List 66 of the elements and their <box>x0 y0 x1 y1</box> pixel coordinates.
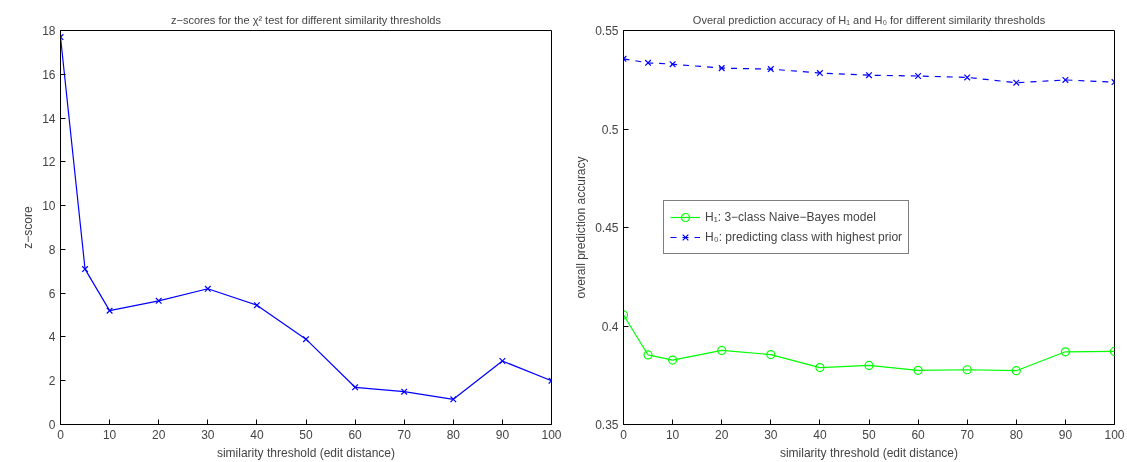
y-tick-label: 10 <box>42 199 56 214</box>
y-tick-label: 0.35 <box>595 418 619 432</box>
y-tick-label: 4 <box>48 330 56 345</box>
x-tick-label: 40 <box>250 427 264 442</box>
point <box>644 59 652 67</box>
y-tick-label: 0.4 <box>601 319 619 334</box>
point <box>1061 76 1069 84</box>
point <box>865 71 873 79</box>
y-tick-label: 0.55 <box>595 24 619 38</box>
x-tick-label: 100 <box>1104 427 1125 442</box>
x-tick-label: 90 <box>1058 427 1073 442</box>
x-tick-label: 70 <box>397 427 412 442</box>
point <box>767 65 775 73</box>
y-tick-label: 12 <box>42 155 56 170</box>
y-axis-title: z−score <box>21 206 36 249</box>
legend-label: H₁: 3−class Naive−Bayes model <box>705 210 876 224</box>
point <box>963 73 971 81</box>
point <box>815 362 825 373</box>
chart-title: z−scores for the χ² test for different similarity thresholds <box>171 13 442 26</box>
point <box>302 335 310 343</box>
chart-title: Overal prediction accuracy of H₁ and H₀ for different similarity thresholds <box>692 13 1046 26</box>
point <box>668 355 678 365</box>
point <box>669 60 677 68</box>
x-tick-label: 80 <box>1009 427 1024 442</box>
x-tick-label: 70 <box>960 427 975 442</box>
x-tick-label: 50 <box>299 427 313 442</box>
x-tick-label: 20 <box>152 427 166 442</box>
x-tick-label: 80 <box>446 427 461 442</box>
x-tick-label: 30 <box>764 427 778 442</box>
x-tick-label: 100 <box>541 427 562 442</box>
point <box>1060 347 1070 357</box>
x-tick-label: 40 <box>813 427 827 442</box>
point <box>400 388 408 396</box>
x-tick-label: 10 <box>665 427 680 442</box>
x-tick-label: 60 <box>911 427 926 442</box>
point <box>643 350 653 360</box>
point <box>718 64 726 72</box>
point <box>914 72 922 80</box>
point <box>1011 366 1021 376</box>
point <box>864 360 874 370</box>
y-tick-label: 0.5 <box>601 122 619 137</box>
point <box>717 345 727 356</box>
y-tick-label: 8 <box>48 242 56 257</box>
x-tick-label: 10 <box>102 427 117 442</box>
y-tick-label: 16 <box>42 67 56 82</box>
legend-label: H₀: predicting class with highest prior <box>705 230 903 244</box>
y-tick-label: 18 <box>42 24 56 38</box>
y-tick-label: 14 <box>42 111 56 126</box>
x-tick-label: 30 <box>201 427 215 442</box>
point <box>155 297 163 305</box>
x-tick-label: 20 <box>715 427 729 442</box>
y-tick-label: 6 <box>48 286 56 301</box>
point <box>351 383 359 391</box>
point <box>498 357 506 365</box>
point <box>913 365 923 375</box>
x-axis-title: similarity threshold (edit distance) <box>216 445 396 460</box>
y-tick-label: 0.45 <box>595 221 619 235</box>
point <box>962 365 972 375</box>
x-tick-label: 60 <box>348 427 363 442</box>
point <box>766 349 776 360</box>
x-tick-label: 90 <box>495 427 510 442</box>
y-tick-label: 0 <box>48 418 56 432</box>
x-tick-label: 50 <box>862 427 876 442</box>
y-axis-title: overall prediction accuracy <box>574 156 589 299</box>
y-tick-label: 2 <box>48 374 56 389</box>
x-axis-title: similarity threshold (edit distance) <box>779 445 959 460</box>
